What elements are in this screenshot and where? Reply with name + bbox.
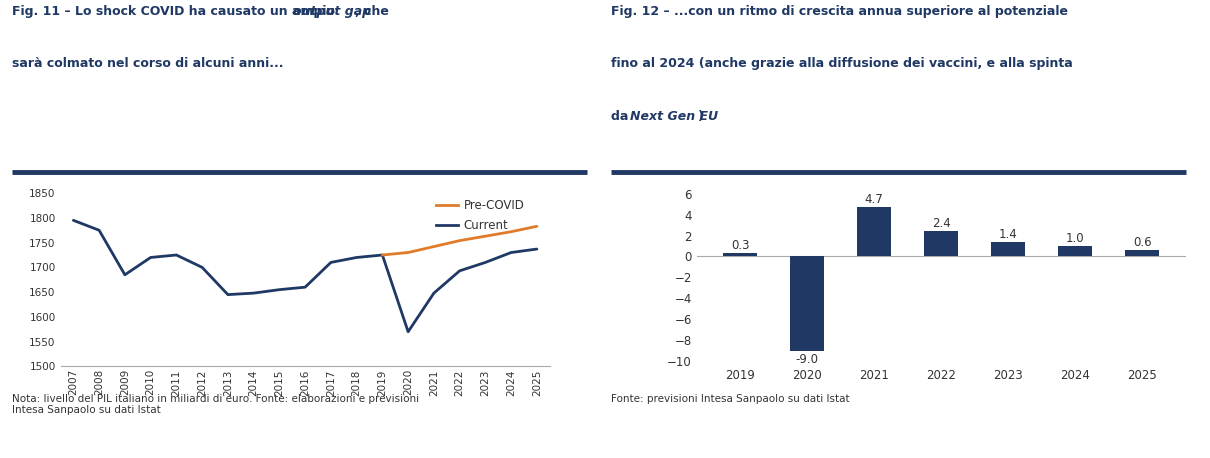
Legend: Pre-COVID, Current: Pre-COVID, Current [432, 195, 529, 237]
Bar [1059, 246, 1091, 256]
Bar [1125, 250, 1159, 256]
Bar [991, 242, 1025, 256]
Text: -9.0: -9.0 [796, 353, 819, 366]
Text: sarà colmato nel corso di alcuni anni...: sarà colmato nel corso di alcuni anni... [12, 57, 283, 70]
Text: Next Gen EU: Next Gen EU [629, 110, 718, 123]
Bar [724, 253, 757, 256]
Text: 0.3: 0.3 [731, 239, 749, 252]
Text: 1.4: 1.4 [998, 228, 1018, 240]
Text: output gap: output gap [293, 5, 370, 17]
Bar [790, 256, 824, 351]
Text: ): ) [698, 110, 704, 123]
Text: 4.7: 4.7 [865, 193, 883, 206]
Text: 1.0: 1.0 [1066, 232, 1084, 245]
Text: da: da [611, 110, 633, 123]
Text: 0.6: 0.6 [1133, 236, 1152, 249]
Bar [858, 207, 891, 256]
Text: , che: , che [355, 5, 388, 17]
Text: Fonte: previsioni Intesa Sanpaolo su dati Istat: Fonte: previsioni Intesa Sanpaolo su dat… [611, 394, 849, 404]
Text: Fig. 11 – Lo shock COVID ha causato un ampio: Fig. 11 – Lo shock COVID ha causato un a… [12, 5, 340, 17]
Text: Nota: livello del PIL italiano in miliardi di euro. Fonte: elaborazioni e previs: Nota: livello del PIL italiano in miliar… [12, 394, 419, 415]
Text: 2.4: 2.4 [932, 217, 951, 230]
Text: Fig. 12 – ...con un ritmo di crescita annua superiore al potenziale: Fig. 12 – ...con un ritmo di crescita an… [611, 5, 1068, 17]
Bar [924, 231, 958, 256]
Text: fino al 2024 (anche grazie alla diffusione dei vaccini, e alla spinta: fino al 2024 (anche grazie alla diffusio… [611, 57, 1073, 70]
